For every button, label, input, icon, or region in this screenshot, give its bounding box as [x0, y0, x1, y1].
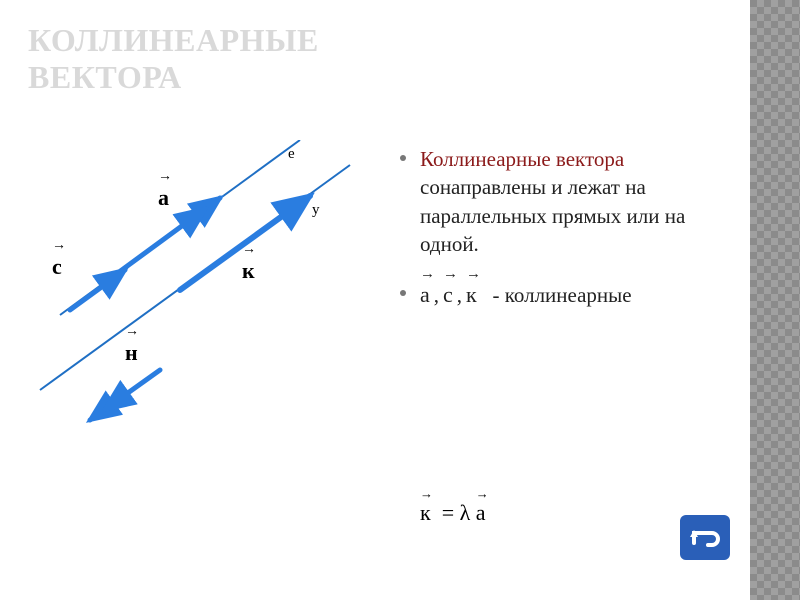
- back-button[interactable]: [680, 515, 730, 560]
- diagram-label: к→: [242, 258, 255, 284]
- vector-list-bullet: а , с , к - коллинеарные: [400, 280, 730, 310]
- diagram-label: е: [288, 146, 295, 163]
- decorative-sidebar: [750, 0, 800, 600]
- vector-symbol: с: [443, 280, 453, 310]
- diagram-svg: [10, 140, 390, 440]
- formula: к = λ а: [420, 500, 486, 526]
- definition-bullet: Коллинеарные вектора сонаправлены и лежа…: [400, 145, 730, 258]
- bullet-icon: [400, 155, 406, 161]
- formula-right: а: [476, 500, 486, 526]
- highlight-term: Коллинеарные вектора: [420, 147, 624, 171]
- diagram-label: а→: [158, 185, 169, 211]
- vector-diagram: а→ с→ к→ н→ е у: [10, 140, 390, 420]
- vector-symbols: а , с , к: [420, 280, 477, 310]
- separator: ,: [457, 281, 462, 309]
- content-text: Коллинеарные вектора сонаправлены и лежа…: [400, 145, 730, 332]
- bullet-icon: [400, 290, 406, 296]
- separator: ,: [434, 281, 439, 309]
- vector-symbol: а: [420, 280, 430, 310]
- diagram-label: с→: [52, 254, 62, 280]
- definition-rest: сонаправлены и лежат на параллельных пря…: [420, 175, 685, 256]
- formula-lambda: λ: [460, 500, 471, 525]
- diagram-label: у: [312, 202, 320, 219]
- title-line-1: КОЛЛИНЕАРНЫЕ: [28, 22, 319, 58]
- diagram-label: н→: [125, 340, 138, 366]
- formula-eq: =: [442, 500, 454, 525]
- formula-left: к: [420, 500, 431, 526]
- title-line-2: ВЕКТОРА: [28, 59, 182, 95]
- return-icon: [688, 523, 722, 553]
- slide-title: КОЛЛИНЕАРНЫЕ ВЕКТОРА: [28, 22, 319, 96]
- vector-symbol: к: [466, 280, 477, 310]
- vector-list-suffix: - коллинеарные: [492, 283, 631, 307]
